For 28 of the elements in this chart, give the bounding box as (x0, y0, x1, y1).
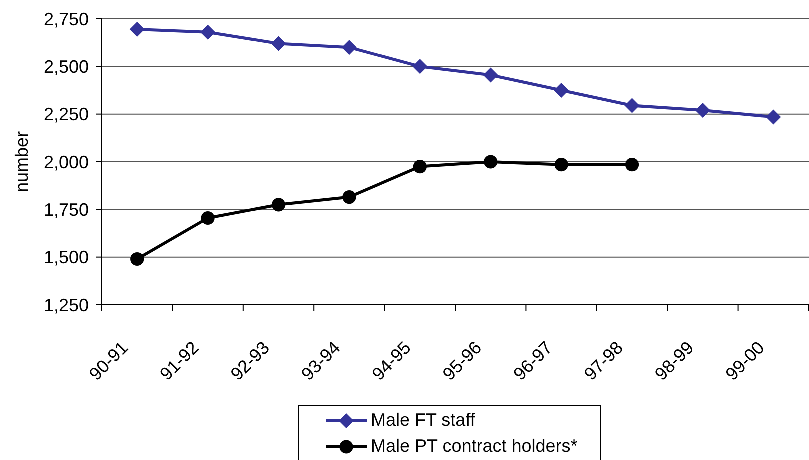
point (624, 98, 640, 114)
point (695, 103, 710, 118)
point (201, 211, 215, 226)
point (200, 24, 216, 40)
point (130, 22, 145, 37)
y-tick-label: 2,000 (44, 152, 89, 172)
y-tick-label: 2,250 (44, 104, 89, 125)
y-axis-title: number (12, 131, 32, 193)
point (554, 158, 568, 172)
point (554, 83, 570, 98)
y-tick-label: 1,250 (44, 295, 89, 316)
point (342, 40, 357, 56)
legend-label: Male PT contract holders* (371, 436, 578, 456)
point (271, 36, 286, 52)
point (484, 155, 498, 169)
point (272, 198, 286, 212)
point (413, 160, 427, 174)
point (130, 252, 144, 266)
y-tick-label: 2,750 (44, 9, 89, 30)
y-tick-label: 1,500 (44, 248, 89, 268)
point (625, 158, 640, 172)
point (483, 68, 498, 83)
y-tick-label: 1,750 (44, 200, 89, 220)
legend-label: Male FT staff (371, 410, 476, 430)
point (766, 110, 782, 125)
point (342, 190, 356, 204)
y-tick-label: 2,500 (44, 57, 89, 78)
point (412, 59, 428, 74)
